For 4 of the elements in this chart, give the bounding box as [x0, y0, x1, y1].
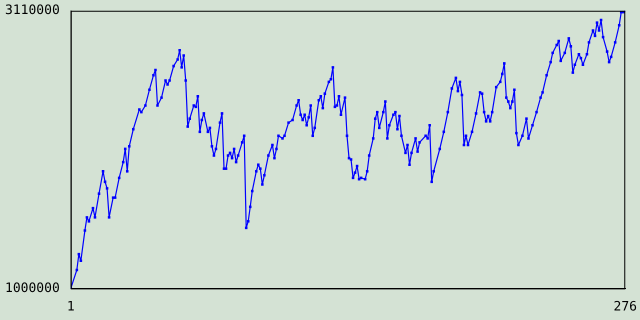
x-tick-label: 1 — [66, 300, 75, 315]
x-tick-label: 276 — [614, 300, 637, 315]
y-tick-label: 3110000 — [4, 3, 60, 18]
y-tick-label: 1000000 — [4, 280, 60, 296]
